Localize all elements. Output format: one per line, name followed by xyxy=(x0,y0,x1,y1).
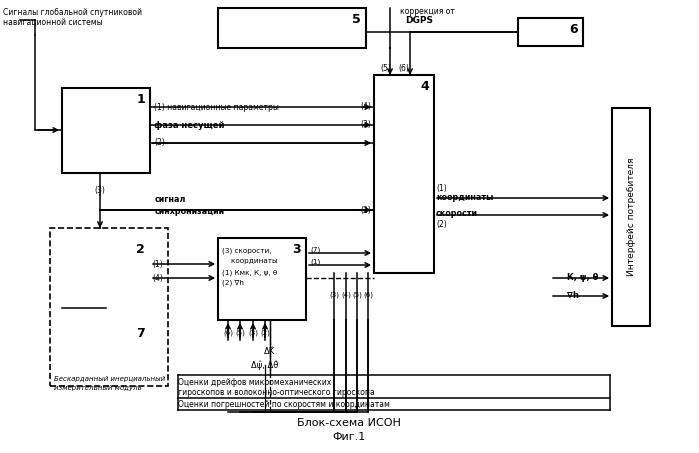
Text: (1): (1) xyxy=(310,259,320,265)
Text: навигационной системы: навигационной системы xyxy=(3,18,103,27)
Text: (1) навигационные параметры: (1) навигационные параметры xyxy=(154,102,279,111)
Bar xyxy=(50,228,168,386)
Text: фаза несущей: фаза несущей xyxy=(154,120,224,130)
Text: (5): (5) xyxy=(352,292,362,298)
Text: (4): (4) xyxy=(360,102,371,111)
Text: сигнал: сигнал xyxy=(155,196,187,204)
Bar xyxy=(374,75,434,273)
Text: 1: 1 xyxy=(136,93,145,106)
Text: гироскопов и волоконно-оптического гироскопа: гироскопов и волоконно-оптического гирос… xyxy=(178,388,375,397)
Text: (4): (4) xyxy=(341,292,351,298)
Text: коррекция от: коррекция от xyxy=(400,7,455,16)
Text: (5): (5) xyxy=(380,63,391,72)
Text: (7): (7) xyxy=(310,247,320,253)
Text: (3): (3) xyxy=(248,330,258,336)
Text: (3): (3) xyxy=(329,292,339,298)
Text: Интерфейс потребителя: Интерфейс потребителя xyxy=(626,158,635,276)
Text: (2): (2) xyxy=(360,206,370,215)
Text: ∇h: ∇h xyxy=(567,291,579,300)
Text: 5: 5 xyxy=(352,13,361,26)
Text: (3): (3) xyxy=(94,185,106,194)
Text: Блок-схема ИСОН: Блок-схема ИСОН xyxy=(297,418,401,428)
Text: (2): (2) xyxy=(260,330,270,336)
Text: DGPS: DGPS xyxy=(405,16,433,25)
Text: скорости: скорости xyxy=(436,208,478,217)
Text: 2: 2 xyxy=(136,243,145,256)
Text: (5): (5) xyxy=(235,330,245,336)
Bar xyxy=(218,8,366,48)
Text: (2): (2) xyxy=(436,221,447,230)
Text: Бескарданный инерциальный: Бескарданный инерциальный xyxy=(54,376,165,382)
Text: измерительный модуль: измерительный модуль xyxy=(54,385,142,391)
Bar xyxy=(612,108,650,326)
Bar xyxy=(62,322,150,374)
Bar xyxy=(62,238,150,310)
Text: 6: 6 xyxy=(570,23,578,36)
Text: синхронизации: синхронизации xyxy=(155,207,225,217)
Text: К, ψ, θ: К, ψ, θ xyxy=(567,274,598,283)
Text: координаты: координаты xyxy=(436,193,493,202)
Bar xyxy=(62,88,150,173)
Text: Сигналы глобальной спутниковой: Сигналы глобальной спутниковой xyxy=(3,8,142,17)
Text: (4): (4) xyxy=(152,274,163,283)
Bar xyxy=(518,18,583,46)
Text: 3: 3 xyxy=(292,243,301,256)
Text: Фиг.1: Фиг.1 xyxy=(333,432,366,442)
Text: 4: 4 xyxy=(420,80,429,93)
Text: Δψ̂, Δθ̂: Δψ̂, Δθ̂ xyxy=(252,360,279,370)
Text: (3) скорости,: (3) скорости, xyxy=(222,248,271,255)
Text: Оценки дрейфов микромеханических: Оценки дрейфов микромеханических xyxy=(178,378,331,387)
Text: (3): (3) xyxy=(360,120,371,130)
Text: 7: 7 xyxy=(136,327,145,340)
Text: (1): (1) xyxy=(436,183,447,193)
Text: (1): (1) xyxy=(152,260,163,269)
Text: (1) Кмк, К, ψ, θ: (1) Кмк, К, ψ, θ xyxy=(222,269,278,275)
Text: ΔK̂: ΔK̂ xyxy=(264,347,275,357)
Text: Оценки погрешностей по скоростям и координатам: Оценки погрешностей по скоростям и коорд… xyxy=(178,400,390,409)
Text: (6): (6) xyxy=(363,292,373,298)
Bar xyxy=(218,238,306,320)
Text: (6): (6) xyxy=(223,330,233,336)
Text: (6): (6) xyxy=(398,63,410,72)
Text: (2) ∇h: (2) ∇h xyxy=(222,280,244,286)
Text: координаты: координаты xyxy=(222,258,278,264)
Text: (2): (2) xyxy=(154,139,165,148)
